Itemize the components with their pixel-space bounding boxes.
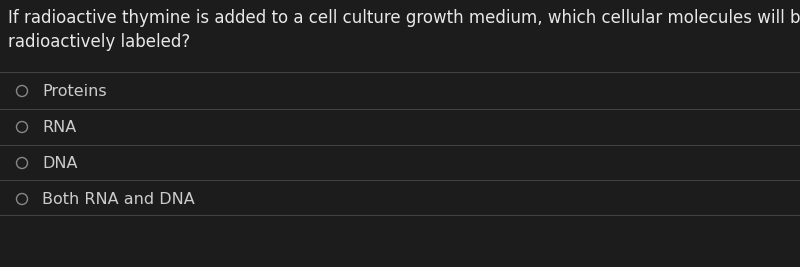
Text: radioactively labeled?: radioactively labeled? (8, 33, 190, 51)
Text: RNA: RNA (42, 120, 76, 135)
Text: Proteins: Proteins (42, 84, 106, 99)
Text: DNA: DNA (42, 155, 78, 171)
Text: If radioactive thymine is added to a cell culture growth medium, which cellular : If radioactive thymine is added to a cel… (8, 9, 800, 27)
Text: Both RNA and DNA: Both RNA and DNA (42, 191, 194, 206)
